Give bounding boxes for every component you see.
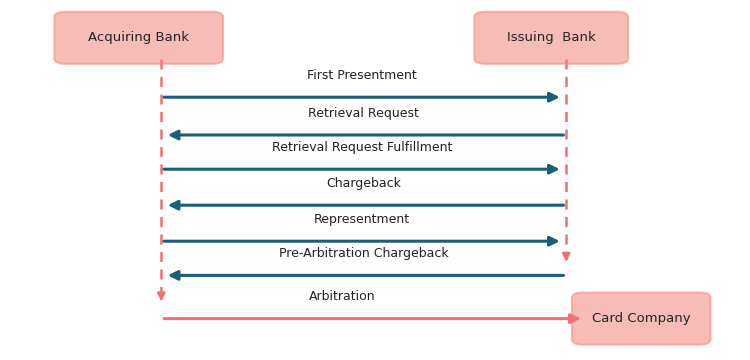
Text: First Presentment: First Presentment (307, 69, 417, 82)
FancyBboxPatch shape (474, 12, 628, 64)
Text: Arbitration: Arbitration (309, 291, 376, 303)
Text: Issuing  Bank: Issuing Bank (507, 31, 596, 44)
Text: Retrieval Request: Retrieval Request (308, 107, 419, 120)
FancyBboxPatch shape (54, 12, 223, 64)
FancyBboxPatch shape (572, 292, 711, 345)
Text: Chargeback: Chargeback (326, 177, 401, 190)
Text: Representment: Representment (314, 213, 410, 226)
Text: Pre-Arbitration Chargeback: Pre-Arbitration Chargeback (279, 247, 448, 260)
Text: Retrieval Request Fulfillment: Retrieval Request Fulfillment (272, 141, 452, 154)
Text: Acquiring Bank: Acquiring Bank (88, 31, 189, 44)
Text: Card Company: Card Company (592, 312, 691, 325)
